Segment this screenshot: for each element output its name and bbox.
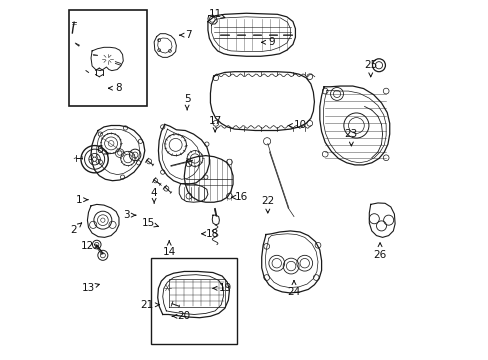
- Text: 22: 22: [261, 196, 274, 213]
- Text: 4: 4: [150, 188, 157, 203]
- Text: 17: 17: [208, 116, 221, 132]
- Text: 20: 20: [172, 311, 190, 321]
- Text: 9: 9: [261, 37, 274, 47]
- Text: 23: 23: [344, 129, 357, 146]
- Text: 6: 6: [96, 144, 108, 154]
- Text: 5: 5: [183, 94, 190, 110]
- Text: 12: 12: [81, 241, 98, 251]
- Text: 21: 21: [140, 300, 159, 310]
- Text: 19: 19: [213, 283, 232, 293]
- Text: 7: 7: [180, 30, 192, 40]
- Text: 13: 13: [81, 283, 99, 293]
- Text: 14: 14: [162, 241, 176, 257]
- Text: 16: 16: [231, 192, 248, 202]
- Bar: [150, 258, 236, 344]
- Text: 8: 8: [108, 83, 122, 93]
- Text: 10: 10: [287, 121, 306, 130]
- Text: 26: 26: [373, 243, 386, 260]
- Text: 2: 2: [70, 223, 81, 235]
- Text: 11: 11: [208, 9, 224, 19]
- Bar: [69, 10, 147, 107]
- Text: 1: 1: [75, 195, 88, 205]
- Text: 24: 24: [287, 281, 300, 297]
- Text: 3: 3: [123, 210, 136, 220]
- Text: 15: 15: [142, 218, 158, 228]
- Text: 18: 18: [202, 229, 219, 239]
- Text: 25: 25: [364, 60, 377, 77]
